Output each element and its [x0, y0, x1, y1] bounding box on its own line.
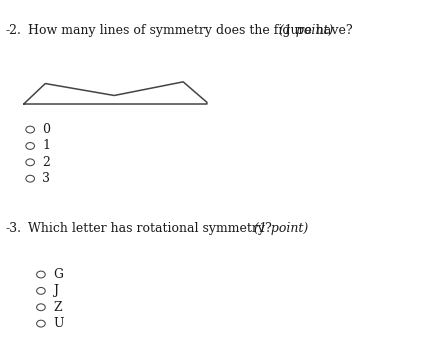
Text: -2.: -2.	[5, 24, 21, 37]
Text: Z: Z	[53, 301, 61, 314]
Text: 1: 1	[42, 139, 50, 152]
Text: G: G	[53, 268, 63, 281]
Text: 2: 2	[42, 156, 50, 169]
Text: Which letter has rotational symmetry?: Which letter has rotational symmetry?	[24, 222, 271, 235]
Text: How many lines of symmetry does the figure have?: How many lines of symmetry does the figu…	[24, 24, 351, 37]
Text: (1 point): (1 point)	[274, 24, 332, 37]
Text: U: U	[53, 317, 63, 330]
Text: 0: 0	[42, 123, 50, 136]
Text: -3.: -3.	[5, 222, 21, 235]
Text: 3: 3	[42, 172, 50, 185]
Text: (1 point): (1 point)	[249, 222, 307, 235]
Text: J: J	[53, 284, 58, 297]
